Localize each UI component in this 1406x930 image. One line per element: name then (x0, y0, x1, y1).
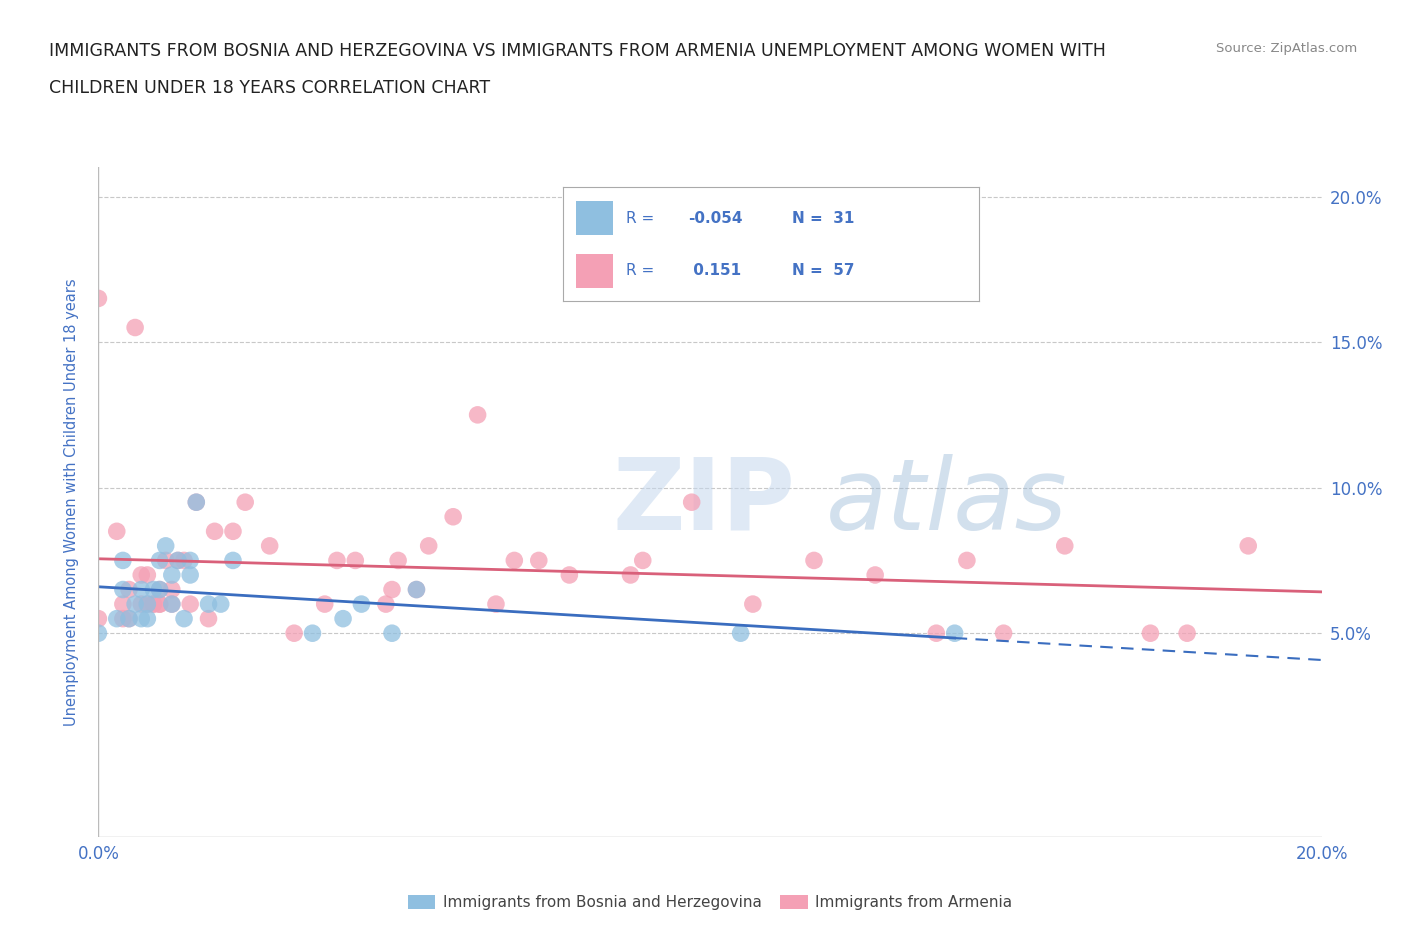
Point (1237, 538, 1260, 553)
Point (129, 567, 152, 582)
Point (87, 626, 110, 641)
Point (111, 597, 134, 612)
Point (233, 495, 256, 510)
Point (118, 611, 141, 626)
Point (142, 582, 165, 597)
Point (87, 611, 110, 626)
Text: Source: ZipAtlas.com: Source: ZipAtlas.com (1216, 42, 1357, 55)
Point (344, 553, 367, 568)
Point (803, 553, 825, 568)
Point (111, 553, 134, 568)
Point (681, 495, 703, 510)
Point (155, 553, 177, 568)
Point (503, 553, 526, 568)
Point (741, 597, 763, 612)
Point (209, 597, 232, 612)
Legend: Immigrants from Bosnia and Herzegovina, Immigrants from Armenia: Immigrants from Bosnia and Herzegovina, … (402, 889, 1018, 916)
Point (111, 611, 134, 626)
Point (149, 597, 172, 612)
Point (314, 597, 336, 612)
Point (863, 567, 886, 582)
Point (467, 407, 489, 422)
Point (179, 567, 201, 582)
Point (173, 553, 195, 568)
Point (105, 611, 128, 626)
Point (381, 582, 404, 597)
Point (129, 582, 152, 597)
Point (142, 597, 165, 612)
Point (204, 524, 226, 538)
Point (527, 553, 550, 568)
Point (301, 626, 323, 641)
Point (222, 524, 245, 538)
Y-axis label: Unemployment Among Women with Children Under 18 years: Unemployment Among Women with Children U… (65, 278, 79, 726)
Point (179, 553, 201, 568)
Point (118, 582, 141, 597)
Point (111, 582, 134, 597)
Point (173, 611, 195, 626)
Point (332, 611, 354, 626)
Text: ZIP: ZIP (612, 454, 794, 551)
Point (956, 553, 979, 568)
Text: CHILDREN UNDER 18 YEARS CORRELATION CHART: CHILDREN UNDER 18 YEARS CORRELATION CHAR… (49, 79, 491, 97)
Point (142, 597, 165, 612)
Point (129, 611, 152, 626)
Point (160, 567, 183, 582)
Point (485, 597, 508, 612)
Point (925, 626, 948, 641)
Point (197, 611, 219, 626)
Point (619, 567, 641, 582)
Point (558, 567, 581, 582)
Point (1175, 626, 1198, 641)
Point (87, 291, 110, 306)
Point (186, 495, 208, 510)
Point (943, 626, 966, 641)
Point (149, 582, 172, 597)
Point (259, 538, 281, 553)
Point (381, 626, 404, 641)
Point (350, 597, 373, 612)
Point (129, 597, 152, 612)
Point (124, 597, 146, 612)
Point (179, 597, 201, 612)
Point (160, 582, 183, 597)
Point (993, 626, 1015, 641)
Point (405, 582, 427, 597)
Text: atlas: atlas (827, 454, 1069, 551)
Point (197, 597, 219, 612)
Point (418, 538, 440, 553)
Point (118, 611, 141, 626)
Point (1139, 626, 1161, 641)
Point (730, 626, 752, 641)
Point (441, 510, 464, 525)
Point (149, 582, 172, 597)
Point (136, 611, 159, 626)
Text: IMMIGRANTS FROM BOSNIA AND HERZEGOVINA VS IMMIGRANTS FROM ARMENIA UNEMPLOYMENT A: IMMIGRANTS FROM BOSNIA AND HERZEGOVINA V… (49, 42, 1107, 60)
Point (1053, 538, 1076, 553)
Point (167, 553, 190, 568)
Point (326, 553, 349, 568)
Point (631, 553, 654, 568)
Point (149, 597, 172, 612)
Point (124, 320, 146, 335)
Point (136, 597, 159, 612)
Point (136, 567, 159, 582)
Point (374, 597, 396, 612)
Point (160, 597, 183, 612)
Point (186, 495, 208, 510)
Point (283, 626, 305, 641)
Point (160, 597, 183, 612)
Point (167, 553, 190, 568)
Point (136, 597, 159, 612)
Point (387, 553, 409, 568)
Point (155, 538, 177, 553)
Point (405, 582, 427, 597)
Point (149, 553, 172, 568)
Point (222, 553, 245, 568)
Point (105, 524, 128, 538)
